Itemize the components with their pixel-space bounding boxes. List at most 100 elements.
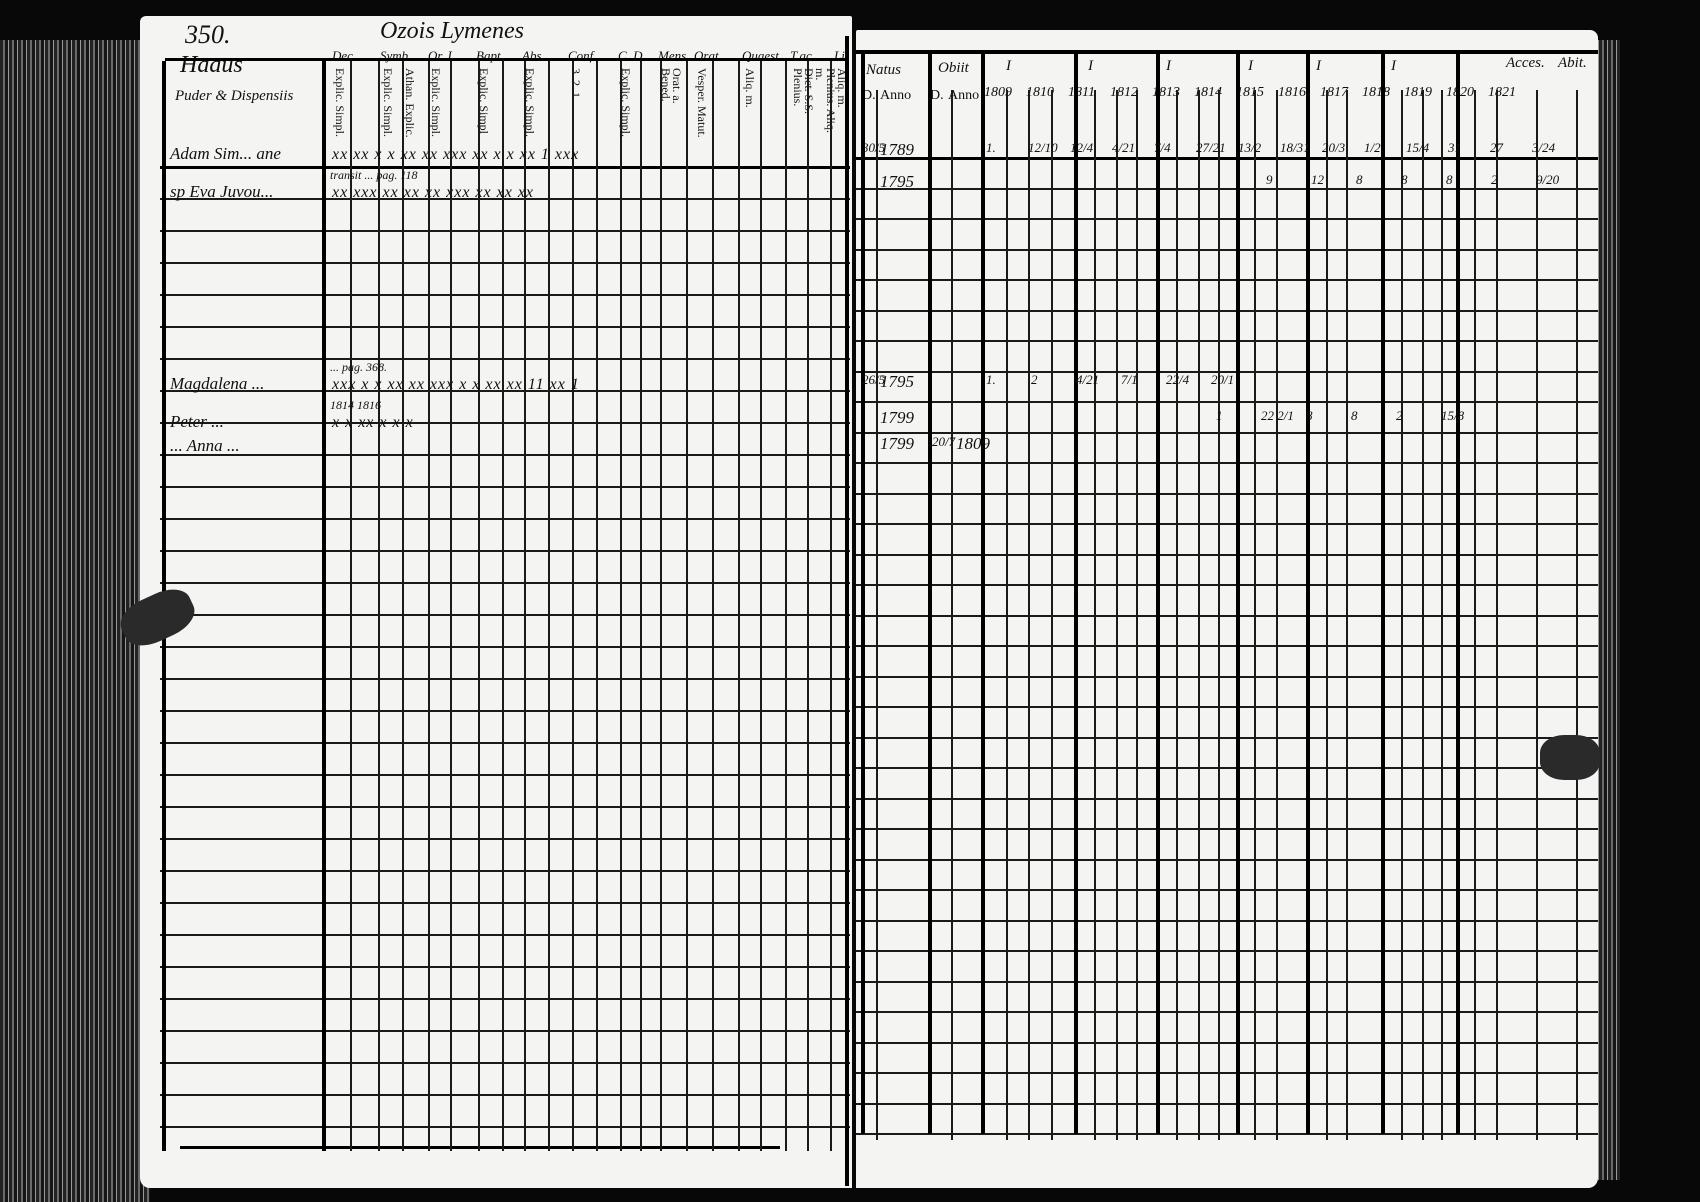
group-mark: I xyxy=(1166,58,1171,74)
group-mark: I xyxy=(1248,58,1253,74)
column-line xyxy=(1474,90,1476,1140)
group-mark: I xyxy=(1316,58,1321,74)
column-subheader: Aliq. m. xyxy=(743,68,757,108)
column-line xyxy=(1422,90,1424,1140)
row-line xyxy=(856,645,1598,647)
column-line xyxy=(785,61,787,1151)
row-line xyxy=(856,919,1598,922)
group-divider xyxy=(1236,54,1240,1134)
year-cell: 9/20 xyxy=(1536,172,1560,187)
column-line xyxy=(1198,90,1200,1140)
entry-note: transit ... pag. 118 xyxy=(330,168,418,182)
year-cell: 4/21 xyxy=(1076,372,1100,387)
row-line xyxy=(856,950,1598,952)
entry-marks: xx xxx xx xx xx xxx xx xx xx xyxy=(332,184,535,201)
row-line xyxy=(856,370,1598,373)
year-header: 1816 xyxy=(1278,85,1306,100)
year-cell: 8 xyxy=(1356,172,1363,187)
column-line xyxy=(760,61,762,1151)
row-line xyxy=(160,966,850,968)
column-subheader: Explic. Simpl. xyxy=(333,68,347,137)
column-subheader: Athan. Explic. xyxy=(403,68,417,138)
column-line xyxy=(1496,90,1498,1140)
row-line xyxy=(160,710,850,712)
year-cell: 8 xyxy=(1401,172,1408,187)
entry-name: sp Eva Juvou... xyxy=(170,182,274,201)
group-divider xyxy=(1306,54,1310,1134)
row-line xyxy=(856,401,1598,403)
row-line xyxy=(856,736,1598,739)
year-header: 1812 xyxy=(1110,85,1138,100)
row-line xyxy=(856,523,1598,525)
row-line xyxy=(856,675,1598,678)
row-line xyxy=(856,157,1598,160)
group-divider xyxy=(1456,54,1460,1134)
column-group-header: Dec. xyxy=(332,48,357,63)
row-line xyxy=(160,262,850,264)
year-header: 1818 xyxy=(1362,85,1390,100)
natus-day: 30/5 xyxy=(862,140,886,155)
year-cell: 3/24 xyxy=(1532,140,1556,155)
row-line xyxy=(160,678,850,680)
row-line xyxy=(160,486,850,488)
column-line xyxy=(1441,90,1443,1140)
header-rule xyxy=(856,50,1598,54)
year-cell: 1. xyxy=(986,140,996,155)
year-cell: 1 xyxy=(1216,408,1223,423)
year-cell: 12/4 xyxy=(1070,140,1094,155)
year-cell: 8 xyxy=(1446,172,1453,187)
abit-header: Abit. xyxy=(1558,55,1587,71)
column-line xyxy=(478,61,480,1151)
year-cell: 18/31 xyxy=(1280,140,1310,155)
column-subheader: Explic. Simpl. xyxy=(619,68,633,137)
group-divider xyxy=(1074,54,1078,1134)
year-cell: 9 xyxy=(1266,172,1273,187)
column-line xyxy=(640,61,642,1151)
column-subheader: Dict. S.S. Plenius. xyxy=(791,68,816,115)
page-number: 350. xyxy=(185,20,231,49)
row-line xyxy=(160,1062,850,1064)
column-line xyxy=(548,61,550,1151)
column-line xyxy=(686,61,688,1151)
column-line xyxy=(620,61,622,1151)
column-line xyxy=(1326,90,1328,1140)
column-line xyxy=(596,61,598,1151)
year-cell: 7/4 xyxy=(1154,140,1171,155)
year-cell: 8 xyxy=(1351,408,1358,423)
row-line xyxy=(160,742,850,744)
year-cell: 2 xyxy=(1031,372,1038,387)
obiit-day: 20/7 xyxy=(932,434,956,449)
column-group-header: Symb. xyxy=(380,48,412,63)
row-line xyxy=(160,230,850,232)
row-line xyxy=(856,340,1598,342)
year-header: 1810 xyxy=(1026,85,1054,100)
group-divider xyxy=(981,54,985,1134)
natus-year: 1799 xyxy=(880,408,914,427)
column-line xyxy=(1536,90,1538,1140)
year-cell: 8 xyxy=(1306,408,1313,423)
row-line xyxy=(856,1133,1598,1135)
row-line xyxy=(160,294,850,296)
column-line xyxy=(1051,90,1053,1140)
year-header: 1811 xyxy=(1068,85,1095,100)
book-clip-right xyxy=(1540,735,1600,780)
row-line xyxy=(856,584,1598,586)
column-line xyxy=(450,61,452,1151)
row-line xyxy=(160,518,850,520)
row-line xyxy=(160,806,850,808)
entry-marks: xx xx x x xx xx xxx xx x x xx 1 xxx xyxy=(332,146,580,163)
row-line xyxy=(160,422,850,424)
year-cell: 7/1 xyxy=(1121,372,1138,387)
year-cell: 2 xyxy=(1396,408,1403,423)
year-cell: 22/4 xyxy=(1166,372,1190,387)
row-line xyxy=(160,166,850,169)
page-title: Ozois Lymenes xyxy=(380,18,524,44)
year-cell: 27/21 xyxy=(1196,140,1226,155)
column-group-header: Orat. xyxy=(694,48,722,63)
row-line xyxy=(160,198,850,200)
column-line xyxy=(1028,90,1030,1140)
column-line xyxy=(1401,90,1403,1140)
row-line xyxy=(160,454,850,456)
natus-d: D. xyxy=(862,88,876,103)
row-line xyxy=(160,550,850,552)
